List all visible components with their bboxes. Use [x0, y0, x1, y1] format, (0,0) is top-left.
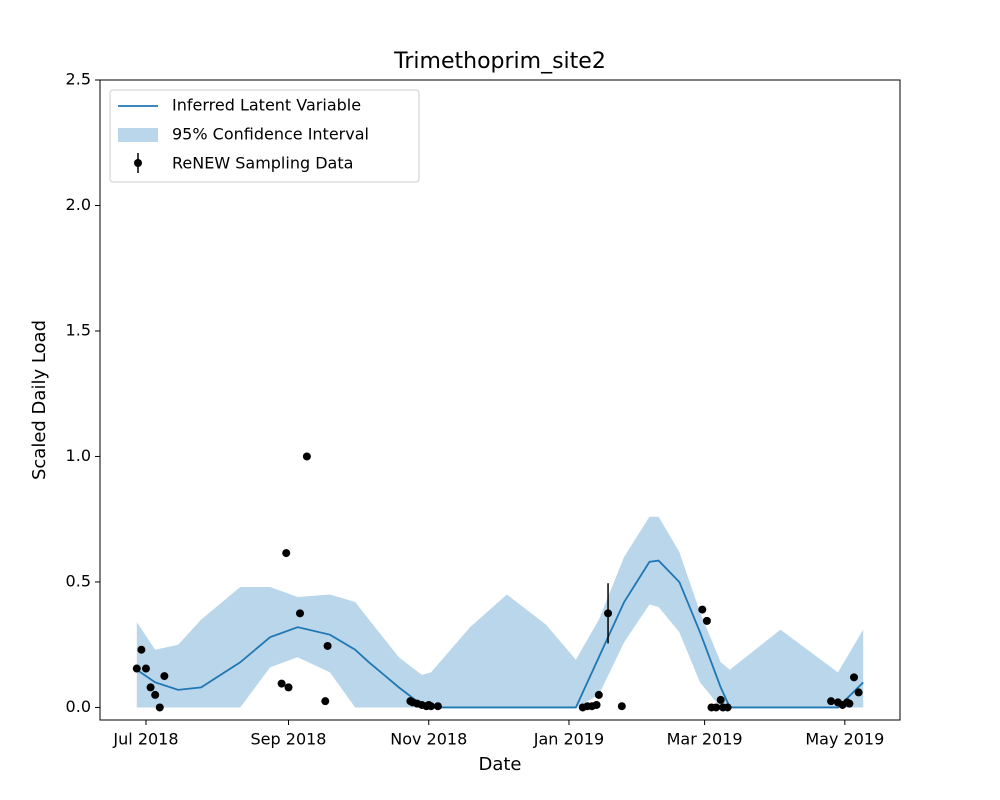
sample-point: [141, 664, 150, 673]
sample-point: [277, 679, 286, 688]
sample-point: [592, 700, 601, 709]
legend-point-swatch: [134, 159, 142, 167]
x-tick-label: May 2019: [805, 730, 884, 749]
plot-area: [136, 455, 864, 709]
legend-band-swatch: [118, 128, 158, 142]
plot-frame: [99, 79, 901, 721]
sample-point: [296, 609, 304, 618]
sample-point: [151, 690, 160, 699]
sample-point: [160, 672, 169, 681]
latent-line: [136, 559, 864, 709]
legend-label: 95% Confidence Interval: [172, 125, 369, 144]
sample-point: [321, 697, 330, 706]
y-axis-label: Scaled Daily Load: [29, 320, 50, 480]
x-axis-label: Date: [478, 754, 521, 775]
sample-point: [427, 702, 436, 711]
x-tick-label: Sep 2018: [251, 730, 327, 749]
sample-point: [155, 703, 164, 712]
sample-point: [716, 695, 725, 704]
confidence-band: [136, 516, 864, 708]
sample-point: [850, 673, 859, 682]
y-tick-label: 0.5: [66, 571, 91, 590]
y-tick-label: 1.5: [66, 320, 91, 339]
chart-title: Trimethoprim_site2: [393, 49, 606, 74]
y-tick-label: 1.0: [66, 446, 91, 465]
sample-point: [594, 690, 603, 699]
sample-point: [723, 703, 732, 712]
y-tick-label: 2.0: [66, 195, 91, 214]
legend-label: ReNEW Sampling Data: [172, 154, 353, 173]
sample-point: [712, 703, 721, 712]
sample-point: [132, 664, 141, 673]
x-tick-label: Mar 2019: [667, 730, 743, 749]
sample-point: [854, 688, 863, 697]
legend-box: [109, 89, 420, 183]
sample-point: [702, 616, 711, 625]
sample-point: [137, 645, 146, 654]
sample-point: [323, 641, 332, 650]
x-tick-label: Jan 2019: [533, 730, 604, 749]
legend-label: Inferred Latent Variable: [172, 96, 361, 115]
sample-point: [282, 549, 291, 558]
sample-point: [698, 605, 707, 614]
sample-point: [302, 452, 311, 461]
sample-point: [284, 683, 293, 692]
x-tick-label: Nov 2018: [390, 730, 467, 749]
sample-point: [604, 609, 613, 618]
y-tick-label: 0.0: [66, 697, 91, 716]
sample-point: [433, 702, 442, 711]
y-tick-label: 2.5: [66, 70, 91, 89]
x-tick-label: Jul 2018: [112, 730, 178, 749]
sample-point: [617, 702, 626, 711]
sample-point: [845, 699, 854, 708]
sample-point: [146, 683, 155, 692]
sample-point: [827, 697, 836, 706]
